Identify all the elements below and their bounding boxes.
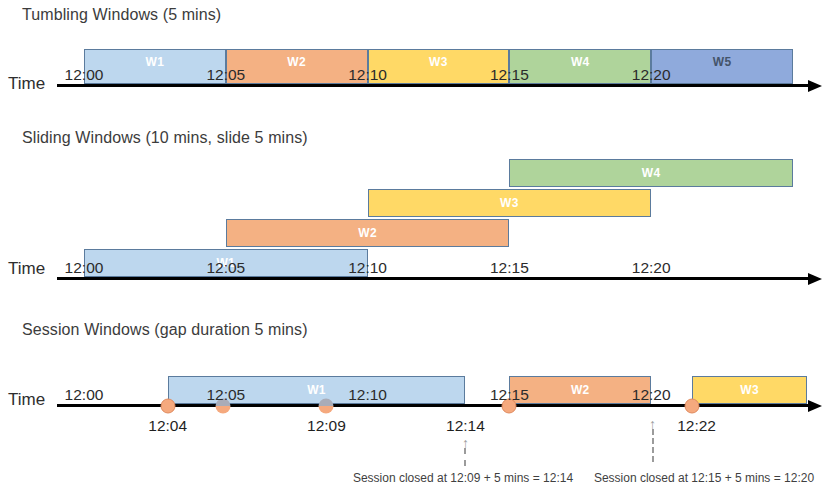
window-label: W1: [307, 384, 326, 396]
session-closed-note: Session closed at 12:15 + 5 mins = 12:20: [594, 471, 814, 485]
timeline-axis: [57, 277, 808, 280]
tick-label: 12:10: [348, 65, 387, 84]
window-label: W2: [287, 56, 306, 68]
timeline-axis: [57, 84, 808, 87]
session-title: Session Windows (gap duration 5 mins): [22, 320, 308, 340]
window-label: W5: [713, 56, 732, 68]
tick-label: 12:00: [65, 385, 104, 404]
timeline-arrowhead-icon: [808, 273, 822, 285]
tick-label: 12:05: [206, 258, 245, 277]
timeline-arrowhead-icon: [808, 400, 822, 412]
tick-label: 12:05: [206, 385, 245, 404]
event-dot: [160, 399, 175, 414]
tumbling-axis-label: Time: [8, 73, 45, 94]
event-time-label: 12:04: [148, 416, 187, 435]
window-sliding-w3: W3: [368, 189, 652, 217]
window-tumbling-w1: W1: [84, 49, 226, 84]
window-label: W4: [642, 167, 661, 179]
window-sliding-w4: W4: [509, 159, 793, 187]
window-label: W4: [571, 56, 590, 68]
window-tumbling-w2: W2: [226, 49, 368, 84]
tick-label: 12:10: [348, 258, 387, 277]
window-label: W2: [571, 384, 590, 396]
window-tumbling-w3: W3: [368, 49, 510, 84]
timeline-arrowhead-icon: [808, 80, 822, 92]
session-axis-label: Time: [8, 389, 45, 410]
tick-label: 12:15: [490, 258, 529, 277]
tick-label: 12:00: [65, 65, 104, 84]
tick-label: 12:05: [206, 65, 245, 84]
tick-label: 12:20: [632, 65, 671, 84]
event-dot: [319, 399, 334, 414]
event-time-label: 12:09: [307, 416, 346, 435]
session-closed-note: Session closed at 12:09 + 5 mins = 12:14: [353, 471, 573, 485]
dashed-arrow-line: [652, 429, 654, 462]
window-label: W2: [358, 227, 377, 239]
window-tumbling-w5: W5: [651, 49, 793, 84]
window-session-w2: W2: [509, 376, 651, 404]
tick-label: 12:20: [632, 385, 671, 404]
window-label: W3: [740, 384, 759, 396]
tick-label: 12:20: [632, 258, 671, 277]
tick-label: 12:00: [65, 258, 104, 277]
tick-label: 12:10: [348, 385, 387, 404]
dashed-arrow-line: [464, 448, 466, 466]
window-session-w3: W3: [692, 376, 807, 404]
event-dot: [685, 399, 700, 414]
tick-label: 12:15: [490, 385, 529, 404]
window-label: W3: [429, 56, 448, 68]
window-tumbling-w4: W4: [509, 49, 651, 84]
window-label: W1: [145, 56, 164, 68]
window-sliding-w2: W2: [226, 219, 510, 247]
sliding-title: Sliding Windows (10 mins, slide 5 mins): [22, 128, 308, 148]
event-time-label: 12:22: [677, 416, 716, 435]
event-time-label: 12:14: [446, 416, 485, 435]
window-label: W3: [500, 197, 519, 209]
stream-windowing-diagram: Tumbling Windows (5 mins) Sliding Window…: [0, 0, 829, 498]
tumbling-title: Tumbling Windows (5 mins): [22, 5, 221, 25]
tick-label: 12:15: [490, 65, 529, 84]
sliding-axis-label: Time: [8, 258, 45, 279]
